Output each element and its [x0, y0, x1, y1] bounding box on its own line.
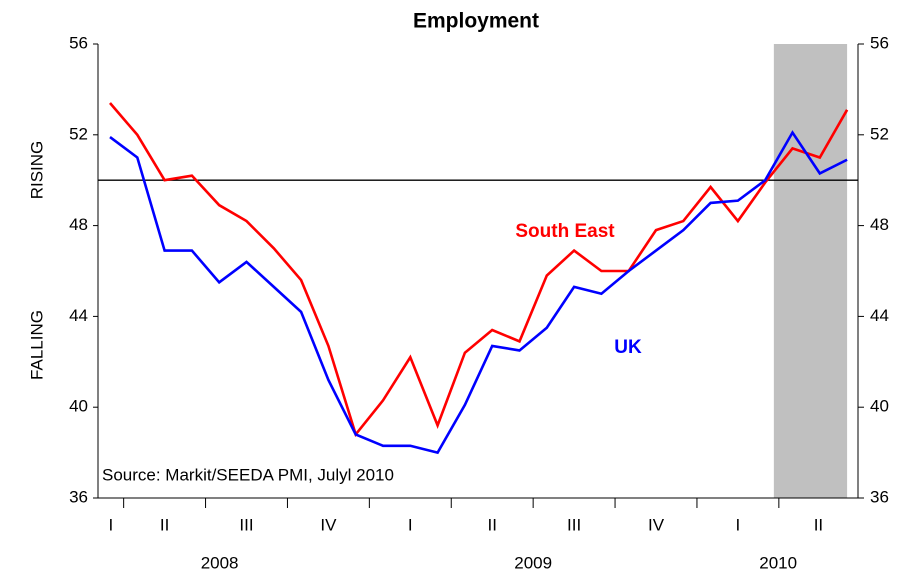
quarter-label: IV: [648, 515, 665, 534]
shaded-period: [773, 44, 848, 498]
quarter-label: I: [408, 515, 413, 534]
y-tick-label: 56: [69, 33, 88, 52]
chart-title: Employment: [413, 10, 539, 33]
y-tick-label: 40: [69, 397, 88, 416]
series-label: South East: [515, 221, 615, 242]
y2-tick-label: 48: [870, 215, 889, 234]
quarter-label: II: [814, 515, 823, 534]
year-label: 2010: [759, 553, 797, 572]
series-line: [109, 102, 849, 438]
y2-tick-label: 52: [870, 124, 889, 143]
y-tick-label: 52: [69, 124, 88, 143]
quarter-label: III: [239, 515, 253, 534]
y-label-lower: FALLING: [27, 310, 46, 380]
quarter-label: I: [736, 515, 741, 534]
y2-tick-label: 40: [870, 397, 889, 416]
y-tick-label: 48: [69, 215, 88, 234]
y2-tick-label: 36: [870, 487, 889, 506]
quarter-label: II: [487, 515, 496, 534]
y-label-upper: RISING: [27, 141, 46, 200]
quarter-label: IV: [320, 515, 337, 534]
y2-tick-label: 44: [870, 306, 889, 325]
series-line: [109, 130, 848, 455]
y-tick-label: 36: [69, 487, 88, 506]
quarter-label: I: [108, 515, 113, 534]
year-label: 2009: [514, 553, 552, 572]
y2-tick-label: 56: [870, 33, 889, 52]
quarter-label: II: [160, 515, 169, 534]
year-label: 2008: [201, 553, 239, 572]
source-note: Source: Markit/SEEDA PMI, Julyl 2010: [102, 465, 394, 484]
series-label: UK: [614, 337, 642, 358]
y-tick-label: 44: [69, 306, 88, 325]
quarter-label: III: [567, 515, 581, 534]
